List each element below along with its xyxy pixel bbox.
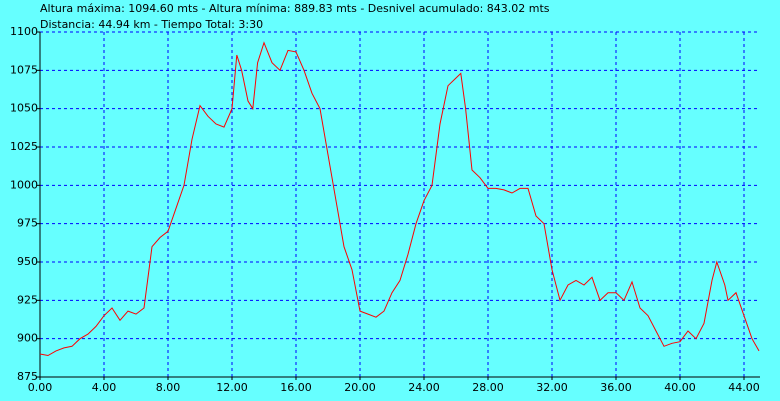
y-tick-label: 925 xyxy=(17,293,38,306)
y-tick-label: 1100 xyxy=(10,25,38,38)
x-tick-label: 32.00 xyxy=(536,381,568,394)
y-tick-label: 900 xyxy=(17,332,38,345)
y-tick-label: 875 xyxy=(17,370,38,383)
x-tick-label: 12.00 xyxy=(216,381,248,394)
x-tick-label: 20.00 xyxy=(344,381,376,394)
x-tick-label: 44.00 xyxy=(728,381,760,394)
y-tick-label: 1025 xyxy=(10,140,38,153)
x-tick-label: 8.00 xyxy=(156,381,181,394)
x-tick-label: 40.00 xyxy=(664,381,696,394)
y-tick-label: 950 xyxy=(17,255,38,268)
x-tick-label: 16.00 xyxy=(280,381,312,394)
y-tick-label: 975 xyxy=(17,217,38,230)
y-tick-label: 1000 xyxy=(10,178,38,191)
x-tick-label: 4.00 xyxy=(92,381,117,394)
y-tick-label: 1050 xyxy=(10,102,38,115)
x-tick-label: 0.00 xyxy=(28,381,53,394)
chart-subtitle: Distancia: 44.94 km - Tiempo Total: 3:30 xyxy=(40,18,263,31)
elevation-line xyxy=(39,41,760,357)
y-tick-label: 1075 xyxy=(10,63,38,76)
x-tick-label: 36.00 xyxy=(600,381,632,394)
x-tick-label: 28.00 xyxy=(472,381,504,394)
x-tick-label: 24.00 xyxy=(408,381,440,394)
chart-title: Altura máxima: 1094.60 mts - Altura míni… xyxy=(40,2,550,15)
